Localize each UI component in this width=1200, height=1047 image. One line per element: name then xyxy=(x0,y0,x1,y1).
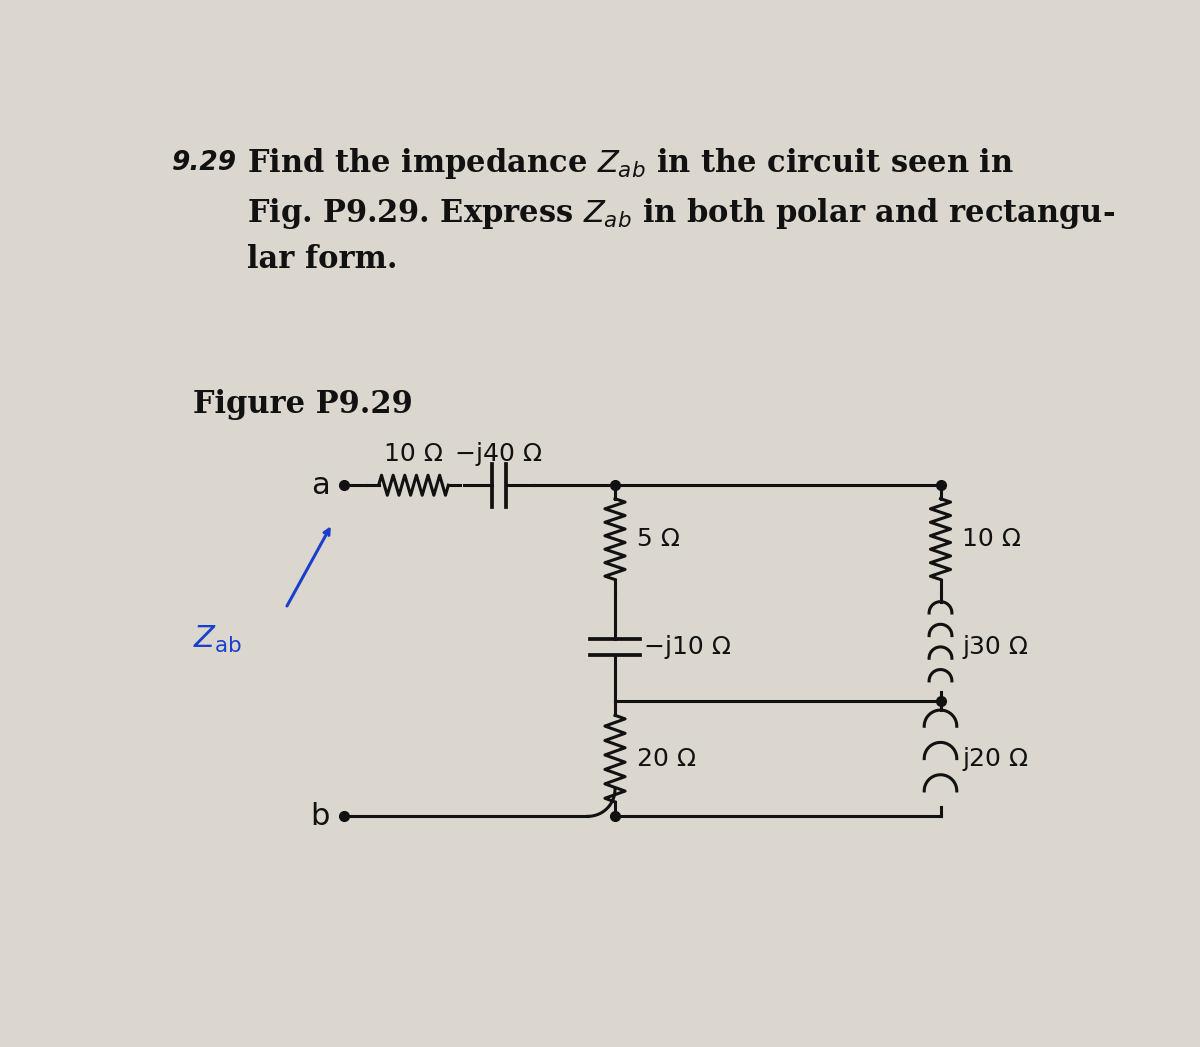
Text: Find the impedance $Z_{ab}$ in the circuit seen in
Fig. P9.29. Express $Z_{ab}$ : Find the impedance $Z_{ab}$ in the circu… xyxy=(247,147,1115,275)
Text: 10 Ω: 10 Ω xyxy=(384,442,443,466)
Text: Figure P9.29: Figure P9.29 xyxy=(193,389,413,420)
Text: −j40 Ω: −j40 Ω xyxy=(455,442,542,466)
Text: 9.29: 9.29 xyxy=(172,151,236,176)
Text: a: a xyxy=(311,471,330,499)
Text: b: b xyxy=(311,802,330,831)
Text: −j10 Ω: −j10 Ω xyxy=(644,634,732,659)
Text: 10 Ω: 10 Ω xyxy=(962,527,1021,551)
Text: $Z_\mathrm{ab}$: $Z_\mathrm{ab}$ xyxy=(193,624,241,654)
Text: j20 Ω: j20 Ω xyxy=(962,747,1028,771)
Text: j30 Ω: j30 Ω xyxy=(962,634,1028,659)
Text: 5 Ω: 5 Ω xyxy=(637,527,679,551)
Text: 20 Ω: 20 Ω xyxy=(637,747,696,771)
